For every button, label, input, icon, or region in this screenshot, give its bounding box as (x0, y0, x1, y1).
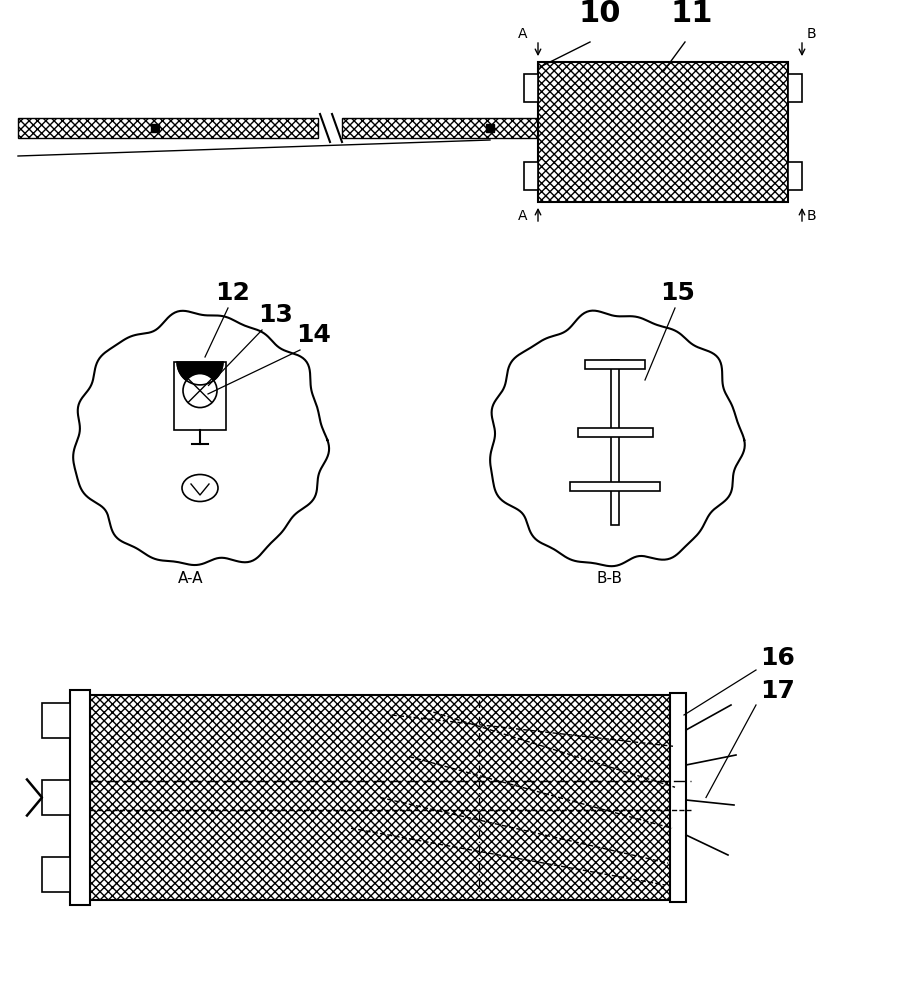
Text: B: B (807, 27, 816, 41)
Ellipse shape (182, 475, 218, 502)
Bar (585, 360, 645, 369)
Text: A: A (518, 27, 527, 41)
Text: B: B (807, 209, 816, 223)
Bar (42, 857, 70, 892)
Bar (788, 74, 802, 102)
Circle shape (183, 374, 217, 408)
Text: 15: 15 (660, 281, 695, 305)
Bar (788, 162, 802, 190)
Bar (570, 482, 660, 491)
Text: 17: 17 (760, 679, 795, 703)
Text: 11: 11 (670, 0, 713, 28)
Bar (670, 693, 686, 902)
Bar (342, 118, 538, 138)
Bar (174, 362, 226, 430)
Text: 12: 12 (215, 281, 250, 305)
Bar (42, 780, 70, 815)
Text: 16: 16 (760, 646, 795, 670)
Bar (611, 360, 619, 525)
Polygon shape (490, 311, 745, 566)
Bar (538, 62, 788, 202)
Text: A-A: A-A (178, 571, 204, 586)
Text: 13: 13 (258, 303, 292, 327)
Text: B-B: B-B (597, 571, 623, 586)
Bar (524, 162, 538, 190)
Polygon shape (177, 362, 223, 385)
Bar (18, 118, 318, 138)
Bar (90, 695, 670, 900)
Text: A: A (518, 209, 527, 223)
Bar (578, 428, 653, 437)
Bar (42, 703, 70, 738)
Bar (70, 690, 90, 905)
Text: 14: 14 (296, 323, 331, 347)
Bar (524, 74, 538, 102)
Text: 10: 10 (578, 0, 621, 28)
Polygon shape (73, 311, 329, 565)
